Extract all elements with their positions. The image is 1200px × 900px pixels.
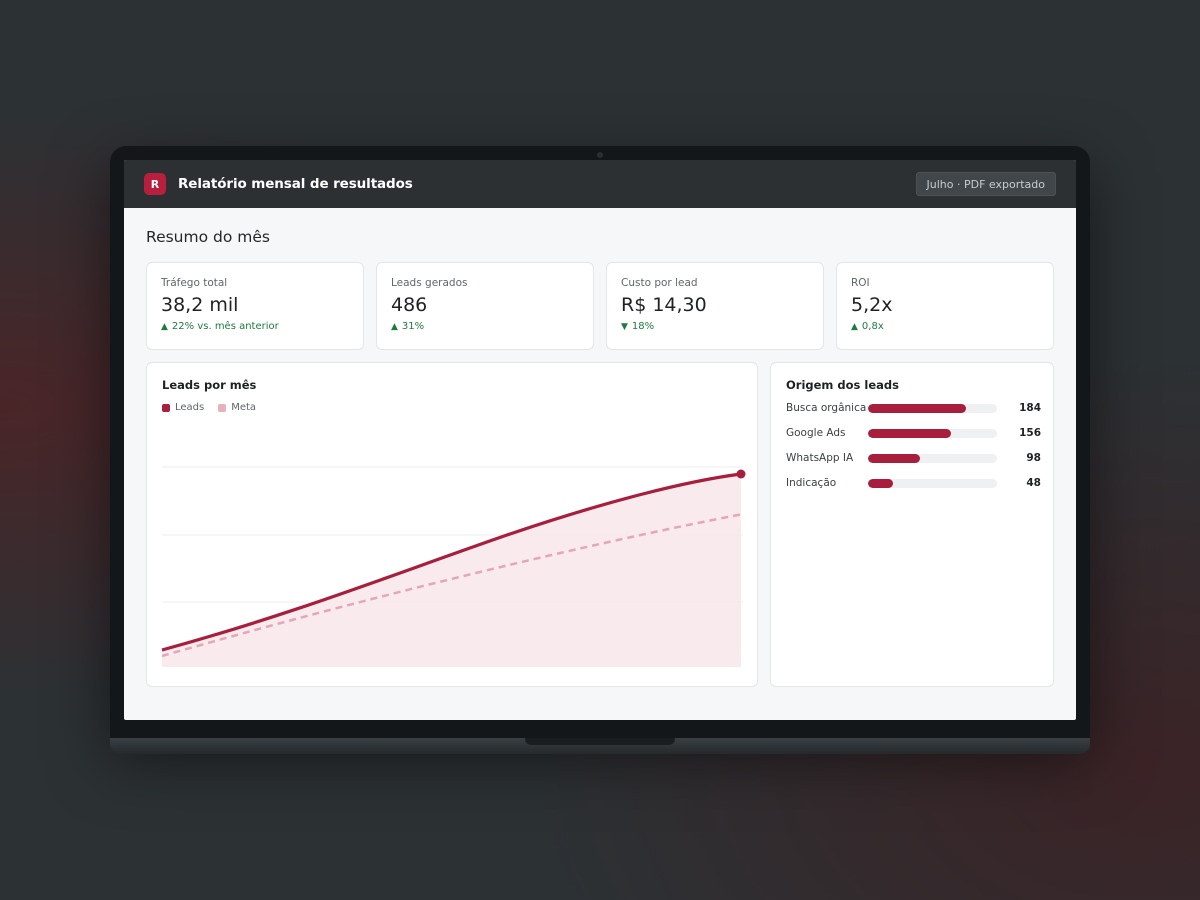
- app-title: Relatório mensal de resultados: [178, 176, 413, 192]
- source-row: Indicação 48: [786, 476, 1041, 490]
- panel-title: Origem dos leads: [786, 378, 899, 392]
- page-title: Resumo do mês: [146, 228, 270, 246]
- kpi-delta-text: 22% vs. mês anterior: [171, 321, 279, 332]
- kpi-delta-text: 0,8x: [861, 321, 884, 332]
- trend-up-icon: ▲: [391, 321, 398, 332]
- kpi-delta-text: 31%: [401, 321, 425, 332]
- lead-sources-panel: Origem dos leads Busca orgânica 184 Goog…: [770, 362, 1054, 687]
- panel-title: Leads por mês: [162, 378, 257, 392]
- kpi-card-roi: ROI 5,2x ▲ 0,8x: [836, 262, 1054, 350]
- trend-up-icon: ▲: [161, 321, 168, 332]
- leads-endpoint[interactable]: [736, 469, 746, 479]
- kpi-delta: ▼ 18%: [621, 321, 809, 332]
- laptop-base: [110, 738, 1090, 754]
- source-value: 48: [1026, 477, 1041, 489]
- kpi-value: 486: [391, 294, 428, 316]
- laptop-notch: [525, 738, 675, 745]
- kpi-value: 38,2 mil: [161, 294, 239, 316]
- source-bar-track: [868, 478, 997, 488]
- kpi-label: Leads gerados: [391, 277, 468, 289]
- kpi-label: Custo por lead: [621, 277, 698, 289]
- app-logo: R: [144, 173, 166, 195]
- kpi-card-leads: Leads gerados 486 ▲ 31%: [376, 262, 594, 350]
- kpi-card-cost-per-lead: Custo por lead R$ 14,30 ▼ 18%: [606, 262, 824, 350]
- kpi-value: 5,2x: [851, 294, 893, 316]
- source-label: WhatsApp IA: [786, 452, 854, 464]
- legend-swatch: [218, 403, 227, 412]
- kpi-label: Tráfego total: [161, 277, 228, 289]
- source-value: 156: [1019, 427, 1041, 439]
- source-row: Google Ads 156: [786, 426, 1041, 440]
- source-value: 98: [1026, 452, 1041, 464]
- source-row: WhatsApp IA 98: [786, 451, 1041, 465]
- kpi-delta: ▲ 0,8x: [851, 321, 1039, 332]
- kpi-value: R$ 14,30: [621, 294, 707, 316]
- source-bar-track: [868, 428, 997, 438]
- kpi-label: ROI: [851, 277, 870, 289]
- kpi-card-traffic: Tráfego total 38,2 mil ▲ 22% vs. mês ant…: [146, 262, 364, 350]
- source-bar-fill: [868, 428, 951, 438]
- chart-legend: Leads Meta: [162, 402, 256, 413]
- source-bar-fill: [868, 478, 894, 488]
- meta-line: [161, 512, 744, 658]
- source-label: Busca orgânica: [786, 402, 867, 414]
- legend-label: Meta: [231, 402, 257, 413]
- source-bar-fill: [868, 403, 966, 413]
- source-row: Busca orgânica 184: [786, 401, 1041, 415]
- trend-down-icon: ▼: [621, 321, 628, 332]
- legend-swatch: [162, 403, 170, 412]
- source-label: Google Ads: [786, 427, 846, 439]
- leads-chart-panel: Leads por mês Leads Meta: [146, 362, 758, 687]
- kpi-delta-text: 18%: [631, 321, 655, 332]
- source-value: 184: [1019, 402, 1041, 414]
- app-header: R Relatório mensal de resultados Julho ·…: [124, 160, 1076, 208]
- source-bar-track: [868, 453, 997, 463]
- camera-dot: [597, 152, 603, 158]
- source-bar-fill: [868, 453, 921, 463]
- legend-item-leads: Leads: [162, 402, 204, 413]
- trend-up-icon: ▲: [851, 321, 858, 332]
- app-screen: R Relatório mensal de resultados Julho ·…: [124, 160, 1076, 720]
- kpi-delta: ▲ 31%: [391, 321, 579, 332]
- export-status-button[interactable]: Julho · PDF exportado: [915, 172, 1056, 196]
- leads-line-chart: [161, 466, 746, 667]
- kpi-delta: ▲ 22% vs. mês anterior: [161, 321, 349, 332]
- source-label: Indicação: [786, 477, 837, 489]
- leads-line: [161, 472, 742, 652]
- legend-item-meta: Meta: [218, 402, 256, 413]
- source-bar-track: [868, 403, 997, 413]
- leads-area: [162, 474, 741, 667]
- legend-label: Leads: [175, 402, 205, 413]
